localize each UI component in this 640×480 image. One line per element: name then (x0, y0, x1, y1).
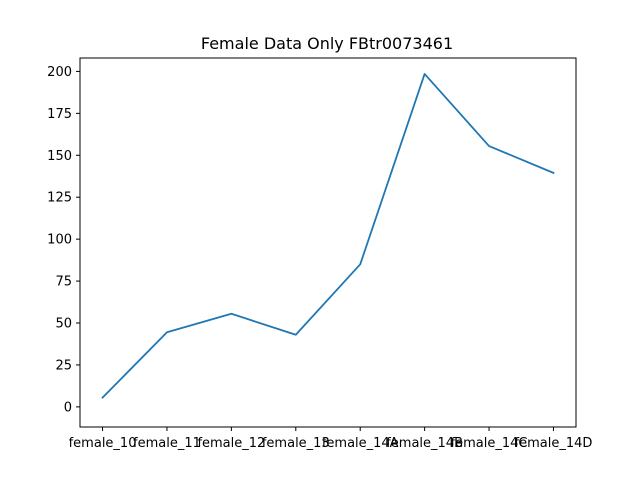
series-line (101, 73, 555, 399)
y-tick-label: 125 (47, 191, 72, 206)
x-tick-label: female_12 (197, 436, 265, 451)
x-tick-label: female_14D (515, 436, 593, 451)
series-group (101, 73, 555, 399)
x-tick-label: female_14A (322, 436, 399, 451)
y-tick-label: 75 (55, 275, 72, 290)
y-tick-label: 200 (47, 65, 72, 80)
y-tick-label: 175 (47, 107, 72, 122)
chart-title: Female Data Only FBtr0073461 (201, 34, 453, 53)
x-tick-label: female_14B (386, 436, 463, 451)
x-tick-label: female_13 (262, 436, 330, 451)
y-tick-label: 0 (64, 400, 72, 415)
y-tick-label: 25 (55, 358, 72, 373)
y-axis: 0 25 50 75 100 125 150 175 200 (47, 65, 80, 415)
plot-area-frame (79, 57, 577, 428)
x-tick-label: female_14C (451, 436, 528, 451)
y-tick-label: 150 (47, 149, 72, 164)
y-tick-label: 100 (47, 233, 72, 248)
x-tick-label: female_11 (133, 436, 201, 451)
x-tick-label: female_10 (69, 436, 137, 451)
y-tick-label: 50 (55, 317, 72, 332)
x-axis: female_10female_11female_12female_13fema… (69, 427, 593, 451)
